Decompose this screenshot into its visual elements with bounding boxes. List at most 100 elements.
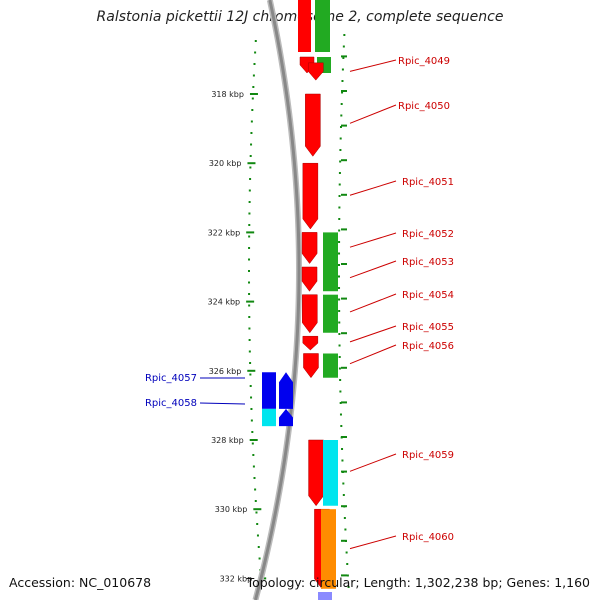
minor-tick: [258, 557, 261, 560]
backbone-line: [253, 0, 301, 600]
minor-tick: [255, 511, 258, 514]
minor-tick: [253, 63, 256, 65]
minor-tick: [248, 293, 251, 295]
right-major-tick: [341, 193, 347, 196]
right-major-tick: [341, 436, 347, 438]
topology-text: Topology: circular; Length: 1,302,238 bp…: [246, 575, 590, 590]
right-major-tick: [341, 366, 347, 369]
minor-tick: [249, 362, 252, 364]
gene-label-right: Rpic_4055: [402, 322, 454, 333]
cyan-feature-bar: [323, 440, 338, 506]
right-minor-tick: [340, 103, 343, 105]
right-minor-tick: [339, 379, 342, 381]
gene-labels: Rpic_4049 Rpic_4050 Rpic_4051 Rpic_4052 Rpic…: [145, 56, 454, 550]
right-minor-tick: [338, 172, 341, 174]
minor-tick: [252, 465, 255, 468]
minor-tick: [254, 40, 257, 42]
tick-label: 318 kbp: [211, 90, 244, 99]
gene-label-right: Rpic_4049: [398, 56, 450, 67]
right-minor-tick: [342, 57, 345, 59]
minor-tick: [248, 201, 251, 203]
major-tick: [249, 93, 258, 95]
minor-tick: [251, 442, 254, 445]
gene-label-right: Rpic_4054: [402, 290, 454, 301]
minor-tick: [250, 408, 253, 410]
label-leader-line: [349, 344, 397, 365]
right-minor-tick: [346, 563, 349, 565]
right-minor-tick: [338, 333, 341, 335]
right-minor-tick: [340, 114, 343, 117]
minor-tick: [257, 546, 260, 548]
right-minor-tick: [338, 195, 341, 197]
label-leader-line: [349, 293, 397, 313]
minor-tick: [256, 534, 259, 537]
right-minor-tick: [342, 482, 345, 485]
gene-label-left: Rpic_4058: [145, 398, 197, 409]
forward-cds-arrow: [302, 294, 318, 334]
gene-label-right: Rpic_4056: [402, 341, 454, 352]
right-minor-tick: [344, 528, 347, 531]
major-tick: [246, 231, 255, 234]
features: [262, 0, 338, 600]
gene-label-right: Rpic_4059: [402, 450, 454, 461]
right-minor-tick: [339, 126, 342, 128]
right-minor-tick: [346, 574, 349, 577]
left-gene-alt-bar: [262, 408, 276, 427]
right-major-tick: [341, 90, 347, 92]
label-leader-line: [199, 402, 246, 405]
major-tick: [247, 369, 256, 372]
right-major-tick: [341, 539, 347, 542]
forward-cds-partial: [298, 0, 311, 52]
tick-label: 328 kbp: [211, 436, 244, 445]
forward-cds-arrow: [301, 232, 318, 264]
right-major-tick: [341, 55, 347, 58]
forward-cds-arrow: [301, 266, 318, 292]
left-gene-arrow: [279, 372, 293, 409]
right-minor-tick: [339, 137, 342, 140]
minor-tick: [248, 224, 251, 226]
tick-label: 330 kbp: [215, 505, 248, 514]
right-minor-tick: [338, 367, 341, 370]
minor-tick: [248, 212, 251, 215]
right-minor-tick: [338, 356, 341, 358]
label-leader-line: [349, 59, 397, 72]
minor-tick: [250, 419, 253, 422]
label-leader-line: [349, 325, 397, 343]
right-major-tick: [341, 228, 347, 231]
minor-tick: [256, 523, 259, 525]
right-minor-tick: [338, 218, 341, 220]
forward-cds-arrow: [302, 335, 319, 351]
right-major-tick: [341, 263, 347, 265]
minor-tick: [250, 132, 253, 134]
forward-cds-arrow: [308, 439, 324, 507]
reverse-cds-bar: [323, 294, 338, 333]
minor-tick: [250, 120, 253, 123]
right-minor-tick: [341, 459, 344, 462]
minor-tick: [248, 281, 251, 284]
accession-text: Accession: NC_010678: [9, 575, 152, 590]
minor-tick: [248, 270, 250, 272]
left-gene-bar: [262, 372, 276, 409]
label-leader-line: [349, 535, 397, 550]
right-minor-tick: [338, 310, 341, 312]
minor-tick: [248, 247, 251, 249]
gene-label-right: Rpic_4051: [402, 177, 454, 188]
major-tick: [253, 508, 262, 511]
right-minor-tick: [347, 586, 350, 588]
reverse-cds-bar: [323, 353, 338, 378]
right-minor-tick: [338, 298, 341, 301]
forward-cds-arrow: [308, 62, 324, 81]
minor-tick: [251, 97, 254, 100]
purple-feature-bar: [318, 592, 332, 600]
label-leader-line: [349, 180, 397, 196]
minor-tick: [248, 327, 251, 330]
right-minor-tick: [338, 183, 341, 186]
minor-tick: [249, 385, 252, 387]
tick-label: 322 kbp: [208, 228, 241, 237]
minor-tick: [250, 396, 253, 399]
minor-tick: [252, 86, 255, 88]
right-minor-tick: [341, 91, 344, 94]
gene-label-right: Rpic_4060: [402, 532, 454, 543]
minor-tick: [248, 258, 251, 261]
